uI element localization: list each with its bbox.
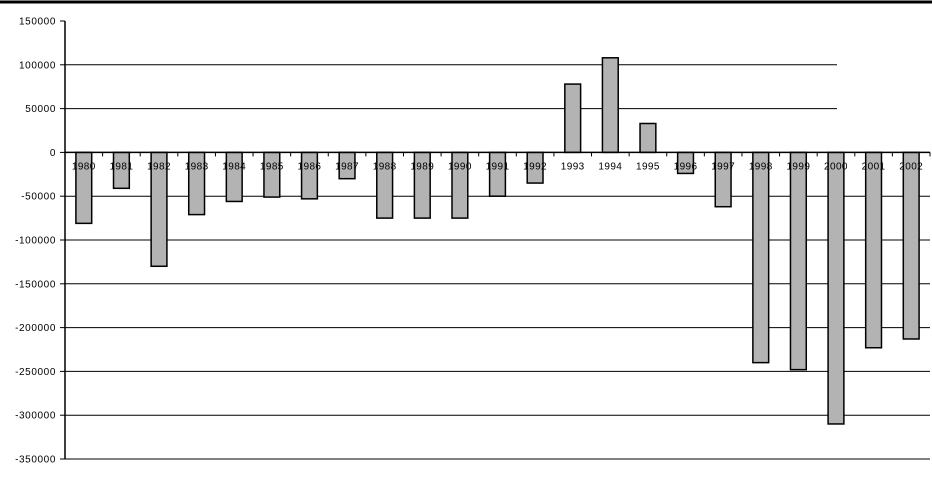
grid-lines (65, 64, 930, 416)
y-tick-label: -250000 (15, 367, 56, 378)
y-tick-label: -150000 (15, 279, 56, 290)
bar-1994 (601, 57, 619, 154)
y-tick-label: 50000 (25, 104, 56, 115)
bar-2001 (864, 151, 883, 349)
y-tick-label: -100000 (15, 236, 56, 247)
y-tick-label: -50000 (21, 192, 56, 203)
y-tick-label: 0 (50, 148, 56, 159)
bar-1998 (752, 151, 770, 364)
x-tick-label: 2000 (824, 161, 848, 172)
x-tick-label: 1994 (598, 161, 622, 172)
bar-1991 (488, 151, 507, 197)
x-tick-label: 1991 (486, 161, 510, 172)
y-tick-label: 100000 (19, 60, 56, 71)
x-tick-label: 1996 (674, 161, 698, 172)
x-tick-label: 2002 (899, 161, 923, 172)
bar-1985 (263, 151, 281, 198)
x-tick-label: 1999 (786, 161, 810, 172)
x-tick-label: 1984 (222, 161, 246, 172)
bar-1986 (300, 151, 319, 200)
y-tick-label: 150000 (19, 17, 56, 28)
bar-1984 (225, 151, 243, 203)
x-tick-label: 1992 (523, 161, 547, 172)
bar-1993 (564, 83, 582, 154)
x-tick-label: 1985 (260, 161, 284, 172)
bar-2002 (902, 151, 920, 340)
x-tick-label: 1986 (298, 161, 322, 172)
y-tick-label: -350000 (15, 455, 56, 466)
x-tick-label: 1997 (711, 161, 735, 172)
bar-2000 (827, 151, 845, 425)
x-tick-label: 1995 (636, 161, 660, 172)
x-tick-label: 2001 (862, 161, 886, 172)
x-tick-label: 1982 (147, 161, 171, 172)
x-tick-label: 1987 (335, 161, 359, 172)
x-tick-label: 1990 (448, 161, 472, 172)
y-tick-label: -300000 (15, 411, 56, 422)
x-tick-label: 1988 (373, 161, 397, 172)
x-tick-label: 1980 (72, 161, 96, 172)
x-tick-label: 1981 (109, 161, 133, 172)
bar-1995 (639, 122, 657, 154)
axes (60, 20, 931, 460)
y-tick-labels: 150000 100000 50000 0 -50000 -100000 -150000 -2… (15, 17, 56, 466)
x-tick-labels: 1980 1981 1982 1983 1984 1985 1986 1987 1988 1989… (72, 161, 923, 172)
x-tick-label: 1998 (749, 161, 773, 172)
y-tick-label: -200000 (15, 323, 56, 334)
x-tick-label: 1983 (185, 161, 209, 172)
bar-1999 (789, 151, 808, 371)
x-tick-label: 1989 (410, 161, 434, 172)
x-tick-label: 1993 (561, 161, 585, 172)
